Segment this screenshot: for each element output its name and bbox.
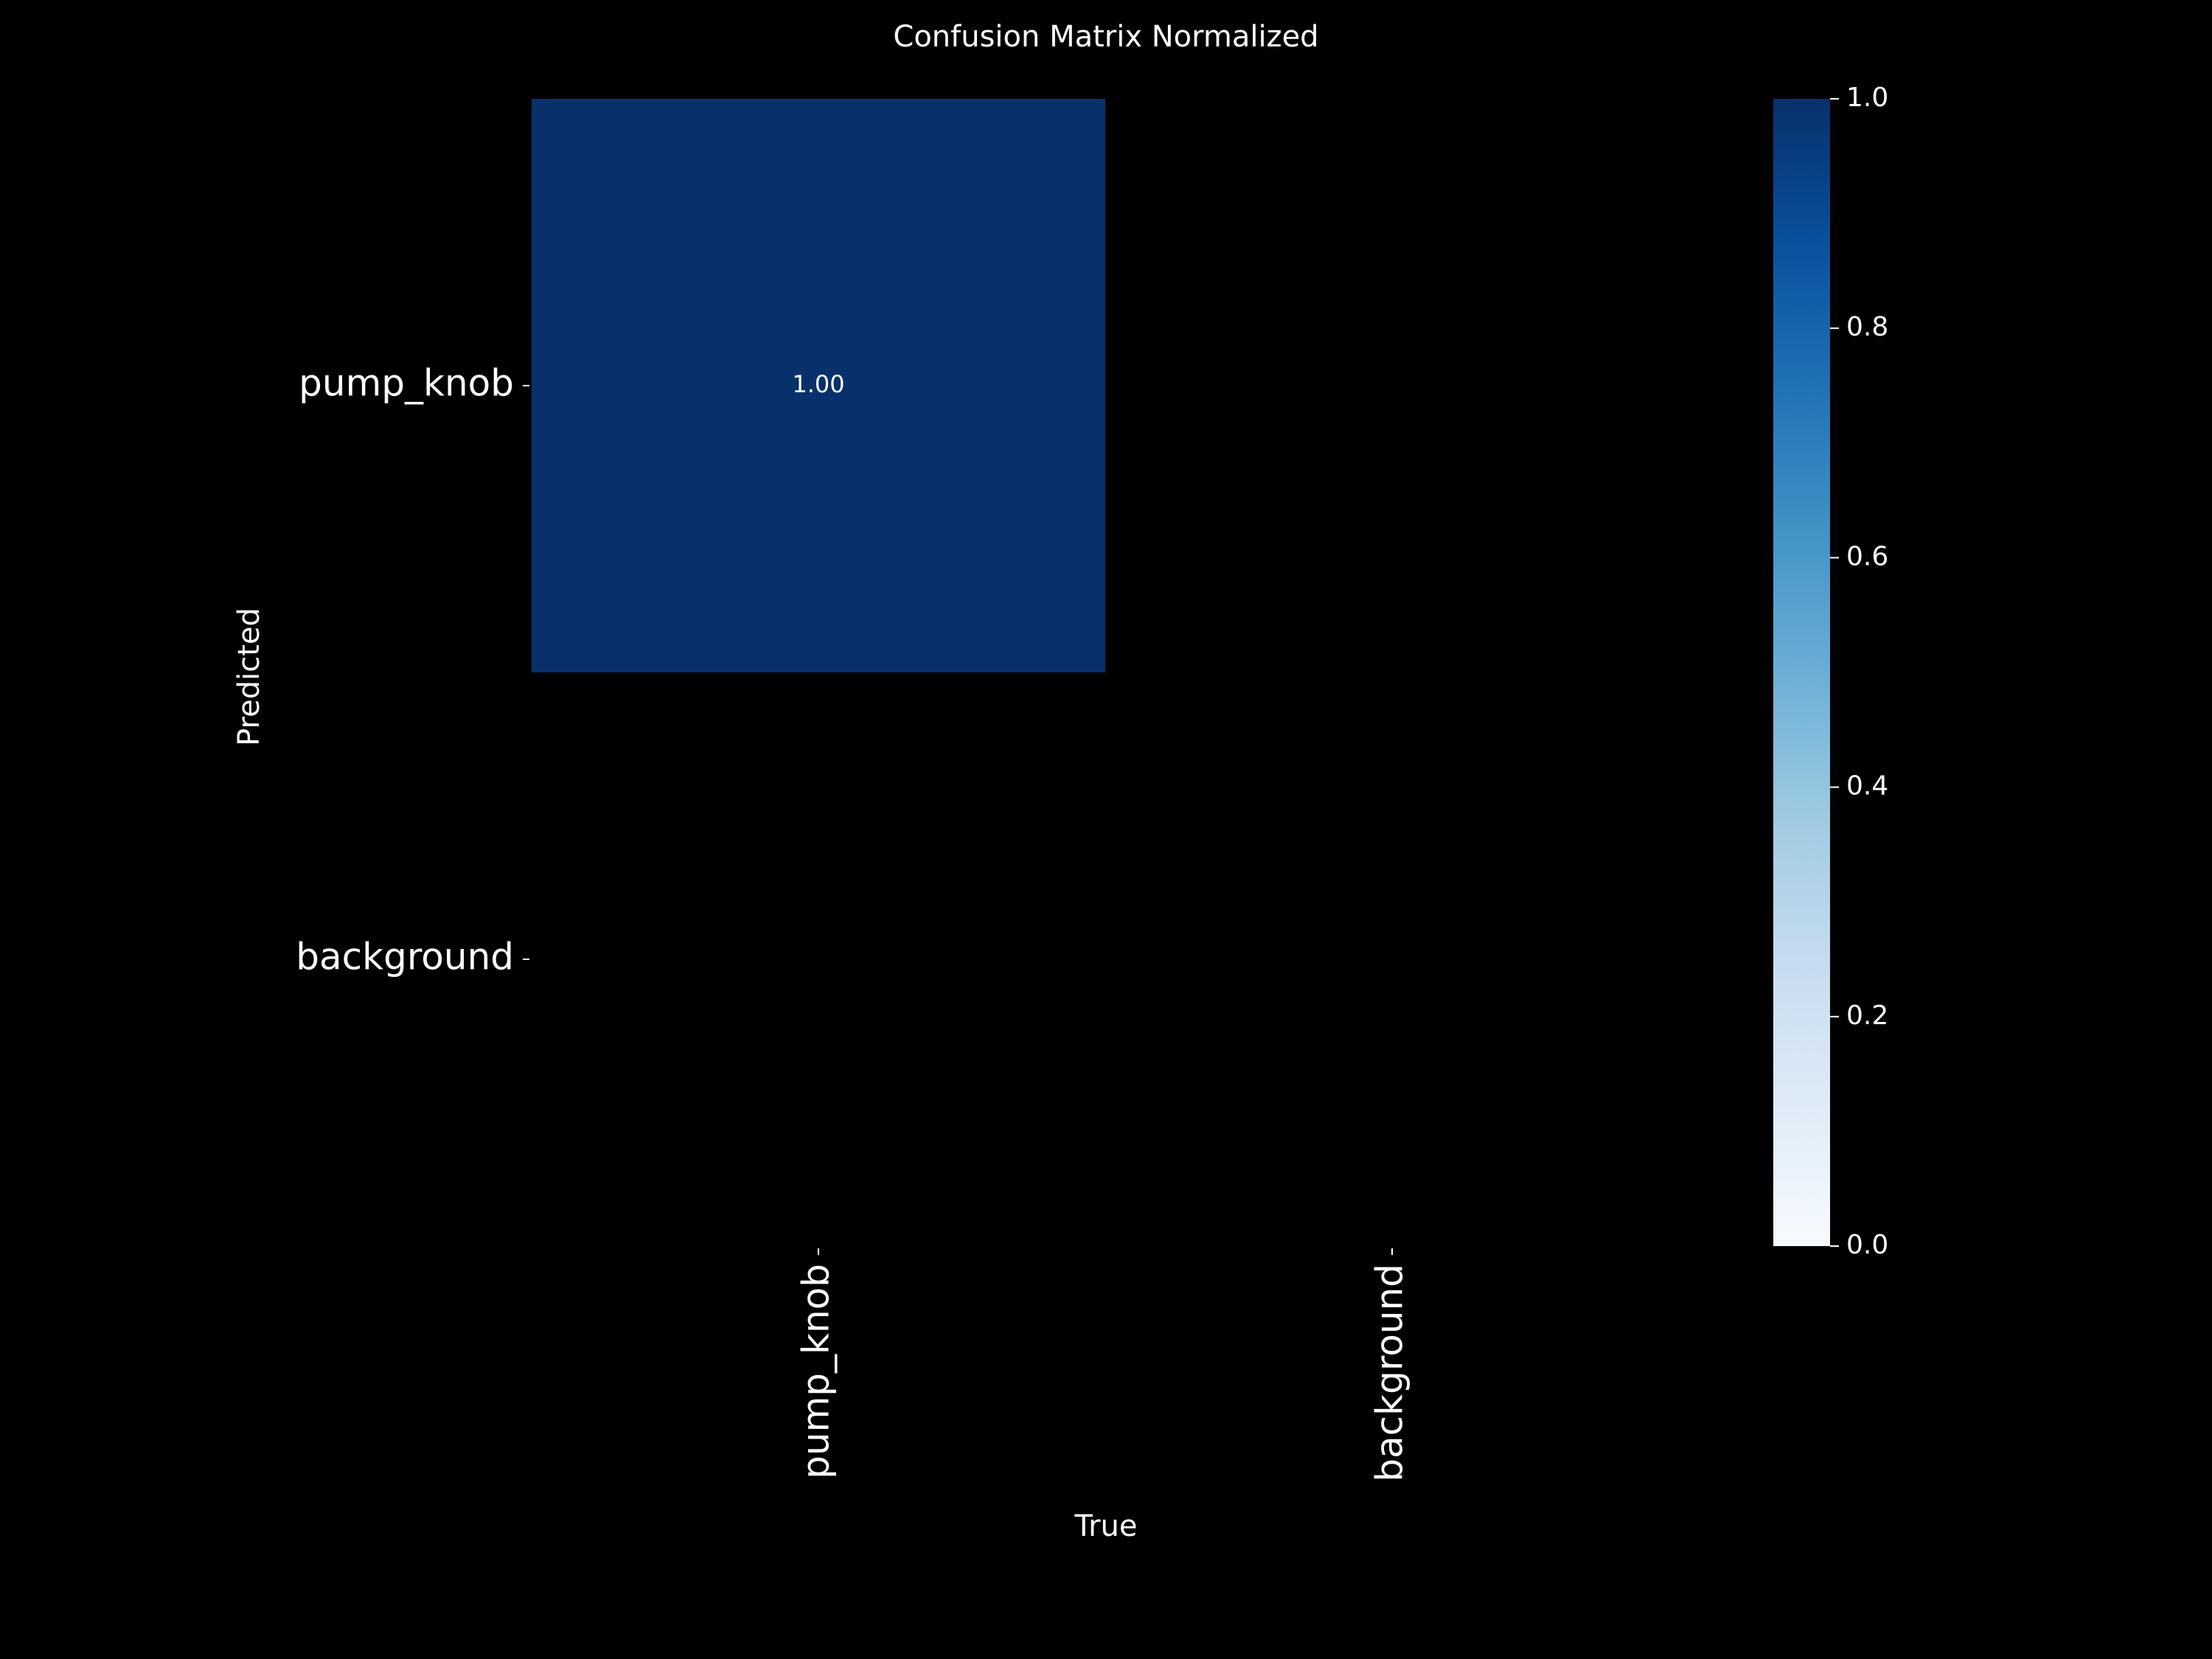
y-axis-ticks: pump_knob background [296,362,529,978]
colorbar-tick-label: 1.0 [1846,83,1888,113]
heatmap-cell-pump_knob-pump_knob [532,99,1105,672]
x-axis-label: True [1074,1509,1138,1543]
heatmap-cells [532,99,1105,672]
cell-annotations: 1.00 [792,370,844,398]
x-tick-label: pump_knob [795,1264,838,1479]
x-tick-label: background [1368,1264,1411,1482]
colorbar-tick-label: 0.4 [1846,771,1888,801]
colorbar-tick-label: 0.8 [1846,312,1888,342]
x-axis-ticks: pump_knob background [795,1248,1411,1482]
y-axis-label: Predicted [232,608,266,746]
colorbar-ticks: 0.0 0.2 0.4 0.6 0.8 1.0 [1830,83,1888,1260]
colorbar [1773,99,1830,1246]
cell-annotation: 1.00 [792,370,844,398]
colorbar-tick-label: 0.0 [1846,1230,1888,1260]
colorbar-tick-label: 0.6 [1846,541,1888,571]
chart-title: Confusion Matrix Normalized [893,20,1318,54]
colorbar-tick-label: 0.2 [1846,1001,1888,1031]
y-tick-label: pump_knob [299,362,514,405]
y-tick-label: background [296,936,514,978]
